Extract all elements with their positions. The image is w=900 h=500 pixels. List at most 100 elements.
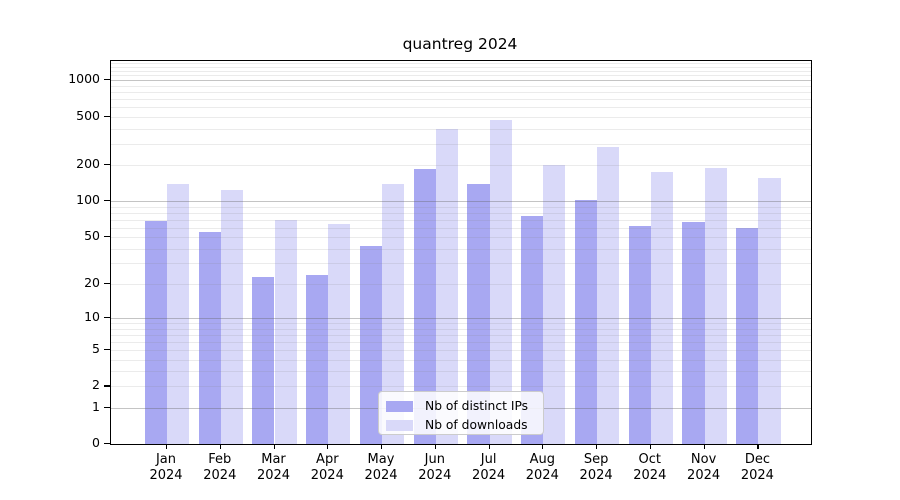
y-tick-mark-0 (104, 443, 110, 445)
bar-distinct-ips-jan (144, 221, 167, 444)
x-tick-mark-aug (542, 444, 544, 450)
bar-distinct-ips-jun (413, 168, 436, 444)
x-tick-label-nov: Nov 2024 (687, 452, 721, 483)
bar-distinct-ips-sep (574, 200, 598, 444)
x-tick-mark-feb (219, 444, 221, 450)
bar-downloads-jan (167, 183, 190, 444)
gridline-minor (111, 212, 811, 214)
x-tick-label-feb: Feb 2024 (203, 452, 237, 483)
gridline-minor (111, 92, 811, 94)
x-tick-label-may: May 2024 (364, 452, 398, 483)
gridline-minor (111, 128, 811, 130)
x-tick-label-sep: Sep 2024 (579, 452, 613, 483)
y-tick-label-500: 500 (76, 107, 100, 123)
bar-distinct-ips-mar (252, 276, 275, 444)
legend-label-distinct-ips: Nb of distinct IPs (425, 399, 529, 413)
bar-downloads-jun (435, 128, 458, 444)
bar-distinct-ips-oct (628, 226, 651, 444)
x-tick-mark-may (381, 444, 383, 450)
grid-layer (111, 61, 811, 444)
bar-downloads-mar (274, 219, 297, 444)
x-tick-label-oct: Oct 2024 (633, 452, 667, 483)
x-tick-label-jun: Jun 2024 (418, 452, 452, 483)
gridline-minor (111, 219, 811, 221)
legend-swatch-downloads (386, 419, 413, 431)
gridline-minor (111, 263, 811, 265)
y-tick-mark-500 (104, 115, 110, 117)
x-tick-mark-jun (434, 444, 436, 450)
gridline-minor (111, 386, 811, 388)
gridline-minor (111, 62, 811, 64)
chart-title: quantreg 2024 (402, 35, 518, 53)
gridline-minor (111, 164, 811, 166)
y-tick-label-10: 10 (84, 309, 100, 324)
gridline-minor (111, 341, 811, 343)
y-tick-mark-1000 (104, 79, 110, 81)
gridline-minor (111, 349, 811, 351)
y-tick-mark-5 (104, 348, 110, 351)
gridline-major (111, 201, 811, 203)
legend-row-distinct-ips: Nb of distinct IPs (386, 398, 543, 414)
x-tick-label-jul: Jul 2024 (472, 452, 506, 483)
plot-area (110, 60, 812, 445)
gridline-minor (111, 75, 811, 77)
bar-downloads-may (382, 183, 405, 444)
y-tick-label-100: 100 (76, 192, 100, 208)
y-tick-mark-100 (104, 200, 110, 202)
y-tick-label-1: 1 (92, 398, 100, 414)
bar-downloads-apr (328, 223, 351, 444)
legend-swatch-distinct-ips (386, 400, 413, 412)
y-tick-mark-20 (104, 282, 110, 285)
gridline-major (111, 80, 811, 82)
gridline-minor (111, 248, 811, 250)
y-tick-mark-1 (104, 406, 110, 408)
gridline-minor (111, 227, 811, 229)
bar-downloads-dec (758, 178, 781, 444)
gridline-minor (111, 107, 811, 109)
gridline-minor (111, 70, 811, 72)
bars-layer (111, 61, 811, 444)
legend-label-downloads: Nb of downloads (425, 418, 528, 432)
bar-downloads-oct (650, 171, 673, 444)
y-tick-label-200: 200 (76, 155, 100, 171)
bar-distinct-ips-may (359, 246, 382, 444)
y-tick-label-0: 0 (92, 435, 100, 451)
y-tick-mark-200 (104, 163, 110, 166)
y-tick-label-1000: 1000 (68, 71, 100, 87)
gridline-minor (111, 371, 811, 373)
gridline-minor (111, 359, 811, 361)
x-tick-mark-nov (703, 444, 705, 450)
y-tick-mark-10 (104, 317, 110, 319)
x-tick-label-mar: Mar 2024 (256, 452, 291, 483)
gridline-minor (111, 328, 811, 330)
bar-distinct-ips-apr (306, 274, 329, 444)
x-tick-label-aug: Aug 2024 (525, 452, 559, 483)
bar-downloads-aug (543, 165, 566, 444)
gridline-minor (111, 206, 811, 208)
gridline-minor (111, 116, 811, 118)
gridline-minor (111, 334, 811, 336)
bar-downloads-feb (220, 189, 243, 444)
bar-downloads-nov (704, 167, 727, 444)
y-tick-label-5: 5 (92, 340, 100, 356)
bar-downloads-sep (597, 147, 620, 444)
x-tick-label-jan: Jan 2024 (149, 452, 183, 483)
legend: Nb of distinct IPs Nb of downloads (378, 391, 544, 435)
x-tick-mark-sep (596, 444, 598, 450)
x-tick-mark-apr (327, 444, 329, 450)
x-tick-mark-mar (273, 444, 275, 450)
legend-row-downloads: Nb of downloads (386, 417, 543, 433)
x-tick-mark-jul (488, 444, 490, 450)
bar-distinct-ips-aug (521, 215, 544, 444)
gridline-minor (111, 283, 811, 285)
x-tick-label-apr: Apr 2024 (310, 452, 344, 483)
gridline-major (111, 318, 811, 319)
x-tick-mark-jan (166, 444, 168, 450)
y-tick-mark-2 (104, 385, 110, 387)
gridline-minor (111, 237, 811, 239)
x-tick-mark-dec (757, 444, 759, 450)
gridline-minor (111, 66, 811, 68)
bar-distinct-ips-jul (467, 184, 490, 444)
y-tick-label-2: 2 (92, 377, 100, 393)
